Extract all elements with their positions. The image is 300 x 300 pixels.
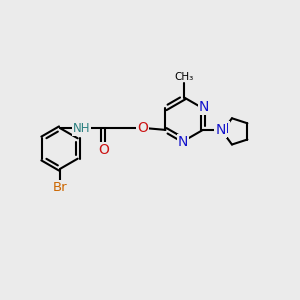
Text: Br: Br — [53, 181, 67, 194]
Text: N: N — [218, 122, 229, 136]
Text: CH₃: CH₃ — [175, 71, 194, 82]
Text: O: O — [98, 143, 109, 157]
Text: N: N — [178, 135, 188, 149]
Text: N: N — [199, 100, 209, 114]
Text: NH: NH — [73, 122, 90, 135]
Text: O: O — [137, 121, 148, 135]
Text: N: N — [215, 123, 226, 137]
